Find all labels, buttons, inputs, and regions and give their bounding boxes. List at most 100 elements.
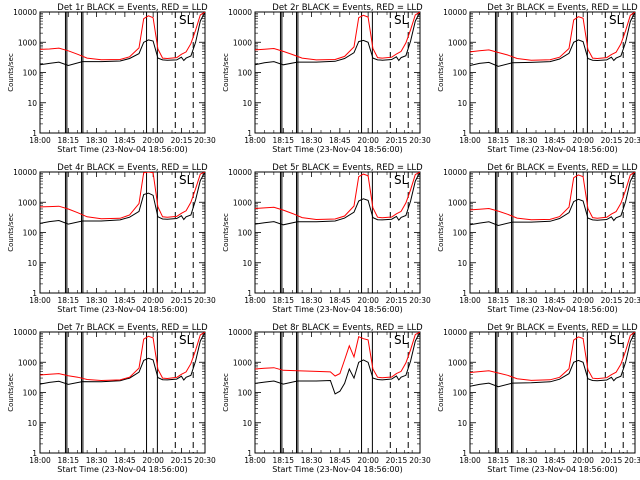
- detector-panel-6: Det 6r BLACK = Events, RED = LLD 1 10 100 10…: [437, 163, 640, 314]
- x-tick-label: 20:30: [624, 296, 640, 305]
- y-tick-label: 10: [242, 259, 252, 268]
- x-tick-label: 18:00: [459, 136, 481, 145]
- y-tick-label: 1000: [233, 198, 252, 207]
- sl-annotation: SL: [609, 173, 624, 187]
- x-tick-label: 18:30: [86, 136, 108, 145]
- x-tick-label: 18:15: [272, 136, 294, 145]
- series-events-line: [470, 332, 635, 388]
- panel-title: Det 9r BLACK = Events, RED = LLD: [487, 323, 638, 333]
- plot-frame: [254, 171, 421, 294]
- detector-panel-2: Det 2r BLACK = Events, RED = LLD 1 10 100 10…: [222, 3, 431, 154]
- y-axis-label: Counts/sec: [7, 373, 15, 412]
- y-tick-label: 10000: [228, 8, 252, 17]
- x-tick-label: 18:30: [516, 456, 538, 465]
- x-tick-label: 18:15: [487, 456, 509, 465]
- panel-title: Det 3r BLACK = Events, RED = LLD: [487, 3, 638, 13]
- y-tick-label: 100: [238, 389, 253, 398]
- x-tick-label: 20:00: [357, 296, 379, 305]
- x-tick-label: 20:00: [357, 136, 379, 145]
- y-tick-label: 100: [238, 229, 253, 238]
- series-lld-line: [470, 12, 635, 61]
- x-tick-label: 20:30: [194, 456, 216, 465]
- plot-frame: [39, 11, 206, 134]
- x-tick-label: 18:45: [114, 296, 136, 305]
- y-tick-label: 10000: [443, 328, 467, 337]
- y-tick-label: 1: [247, 129, 252, 138]
- y-tick-label: 10: [27, 99, 37, 108]
- y-axis-label: Counts/sec: [222, 373, 230, 412]
- y-tick-label: 100: [453, 229, 468, 238]
- panel-title: Det 5r BLACK = Events, RED = LLD: [272, 163, 423, 173]
- x-tick-label: 20:15: [601, 456, 623, 465]
- x-tick-label: 18:15: [272, 456, 294, 465]
- sl-annotation: SL: [179, 333, 194, 347]
- x-tick-label: 18:45: [544, 456, 566, 465]
- sl-annotation: SL: [394, 333, 409, 347]
- series-lld-line: [470, 172, 635, 221]
- y-tick-label: 10000: [13, 168, 37, 177]
- x-tick-label: 20:00: [572, 296, 594, 305]
- x-axis-label: Start Time (23-Nov-04 18:56:00): [487, 465, 617, 474]
- x-axis-label: Start Time (23-Nov-04 18:56:00): [272, 305, 402, 314]
- panel-title: Det 8r BLACK = Events, RED = LLD: [272, 323, 423, 333]
- series-events-line: [255, 12, 420, 66]
- y-tick-label: 1000: [233, 38, 252, 47]
- series-lld-line: [255, 12, 420, 61]
- series-lld-line: [40, 12, 205, 61]
- x-tick-label: 18:30: [86, 296, 108, 305]
- x-axis-label: Start Time (23-Nov-04 18:56:00): [57, 145, 187, 154]
- x-tick-label: 18:45: [329, 296, 351, 305]
- y-tick-label: 1: [32, 449, 37, 458]
- x-tick-label: 18:45: [544, 136, 566, 145]
- y-tick-label: 1: [32, 289, 37, 298]
- x-tick-label: 18:45: [329, 456, 351, 465]
- x-tick-label: 20:30: [409, 456, 431, 465]
- y-tick-label: 10: [27, 259, 37, 268]
- plot-frame: [254, 11, 421, 134]
- x-tick-label: 20:15: [386, 456, 408, 465]
- x-tick-label: 20:00: [572, 136, 594, 145]
- y-tick-label: 10: [27, 419, 37, 428]
- y-tick-label: 10: [457, 99, 467, 108]
- y-tick-label: 1: [462, 449, 467, 458]
- x-tick-label: 18:15: [487, 296, 509, 305]
- series-events-line: [40, 12, 205, 67]
- x-tick-label: 20:15: [601, 136, 623, 145]
- x-tick-label: 18:30: [301, 136, 323, 145]
- series-events-line: [255, 332, 420, 395]
- x-axis-label: Start Time (23-Nov-04 18:56:00): [57, 305, 187, 314]
- series-events-line: [255, 172, 420, 226]
- panel-title: Det 6r BLACK = Events, RED = LLD: [487, 163, 638, 173]
- y-tick-label: 1000: [18, 38, 37, 47]
- plot-frame: [39, 331, 206, 454]
- x-tick-label: 20:30: [624, 136, 640, 145]
- detector-panel-4: Det 4r BLACK = Events, RED = LLD 1 10 100 10…: [7, 163, 216, 314]
- y-axis-label: Counts/sec: [222, 213, 230, 252]
- y-tick-label: 10000: [228, 328, 252, 337]
- y-tick-label: 10000: [13, 328, 37, 337]
- y-tick-label: 10: [242, 99, 252, 108]
- y-tick-label: 1000: [233, 358, 252, 367]
- series-lld-line: [40, 332, 205, 382]
- detector-panel-5: Det 5r BLACK = Events, RED = LLD 1 10 100 10…: [222, 163, 431, 314]
- x-tick-label: 20:30: [409, 136, 431, 145]
- y-tick-label: 10: [457, 419, 467, 428]
- x-tick-label: 20:00: [142, 136, 164, 145]
- y-tick-label: 1: [462, 129, 467, 138]
- panel-title: Det 2r BLACK = Events, RED = LLD: [272, 3, 423, 13]
- x-tick-label: 20:15: [601, 296, 623, 305]
- x-axis-label: Start Time (23-Nov-04 18:56:00): [272, 145, 402, 154]
- detector-panel-1: Det 1r BLACK = Events, RED = LLD 1 10 100 10…: [7, 3, 216, 154]
- panel-title: Det 7r BLACK = Events, RED = LLD: [57, 323, 208, 333]
- series-lld-line: [40, 172, 205, 220]
- y-tick-label: 100: [453, 69, 468, 78]
- series-events-line: [40, 172, 205, 225]
- y-tick-label: 10000: [228, 168, 252, 177]
- detector-panel-8: Det 8r BLACK = Events, RED = LLD 1 10 100 10…: [222, 323, 431, 474]
- detector-panel-3: Det 3r BLACK = Events, RED = LLD 1 10 100 10…: [437, 3, 640, 154]
- x-axis-label: Start Time (23-Nov-04 18:56:00): [272, 465, 402, 474]
- x-tick-label: 18:30: [86, 456, 108, 465]
- series-lld-line: [470, 332, 635, 381]
- x-tick-label: 18:00: [29, 296, 51, 305]
- x-tick-label: 20:00: [357, 456, 379, 465]
